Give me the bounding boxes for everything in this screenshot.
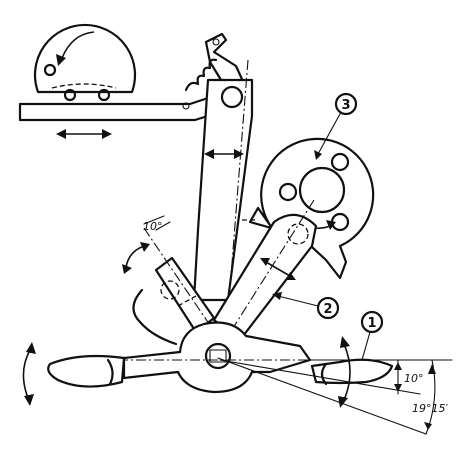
arrowhead	[326, 220, 336, 230]
callout-3-leader	[317, 113, 341, 155]
callout-3-label: 3	[341, 98, 350, 113]
right-hook-rotation-arrow	[343, 343, 351, 401]
top-wheel-pin	[43, 63, 57, 77]
arrowhead	[272, 292, 282, 300]
carrier-hidden-line	[177, 295, 197, 307]
hub-center-bore	[204, 342, 232, 370]
carrier-pin-hidden	[160, 280, 180, 300]
arrowhead	[234, 149, 244, 159]
cam-hole	[278, 182, 298, 202]
dimension-sweep-line	[217, 357, 427, 435]
arrowhead	[122, 264, 132, 274]
arrowhead	[56, 54, 66, 66]
arrowhead	[428, 364, 436, 374]
spring-coil	[184, 58, 218, 92]
left-hook	[22, 342, 126, 406]
arrowhead	[26, 342, 36, 354]
rod-motion-arrow	[265, 261, 291, 277]
hub-square-shaft	[209, 349, 227, 363]
spring-bracket	[204, 32, 248, 90]
left-hook-rotation-arrow	[22, 349, 31, 399]
cam-hole	[330, 152, 350, 172]
rod-upper-pin-hidden	[287, 223, 309, 245]
callout-1-leader	[361, 331, 371, 361]
callout-1-label: 1	[367, 316, 376, 331]
left-hook-blade	[47, 354, 126, 388]
arrowhead	[204, 149, 214, 159]
arrowhead	[260, 258, 270, 266]
callout-1-circle	[360, 310, 384, 334]
shuttle-carrier: 10°	[122, 215, 221, 346]
hub-body	[122, 321, 312, 394]
slide-bar	[18, 94, 216, 122]
carrier-edge-curve	[132, 288, 178, 346]
cam-wheel-assembly: 3	[242, 92, 375, 280]
arrowhead	[424, 422, 432, 430]
arrowhead	[286, 272, 296, 280]
callout-2-label: 2	[323, 302, 332, 317]
arrowhead	[24, 394, 34, 406]
slide-bar-pin	[182, 102, 190, 110]
dimension-tilt-line	[219, 359, 421, 395]
carrier-swing-arrow	[125, 245, 145, 269]
arrowhead	[102, 129, 112, 139]
swing-angle-label: 10°	[143, 220, 163, 233]
angle-dimensions: 10° 19°15′	[217, 357, 453, 435]
left-hook-break	[106, 358, 114, 386]
rod-centerline	[213, 199, 315, 359]
right-hook-break	[320, 362, 328, 386]
arrowhead	[340, 336, 350, 348]
bracket-pin	[212, 38, 220, 46]
arrowhead	[140, 242, 150, 252]
spring-assembly	[184, 32, 248, 92]
main-hub	[118, 321, 318, 394]
callout-2-leader	[277, 295, 319, 307]
carrier-centerline	[143, 227, 221, 341]
arrowhead	[394, 384, 402, 392]
cam-hub	[298, 166, 346, 214]
arrowhead	[314, 150, 322, 160]
lever-pivot	[220, 85, 244, 109]
callout-3-circle	[334, 92, 358, 116]
swing-angle-line	[155, 221, 171, 231]
top-wheel-rotation-arrow	[61, 31, 95, 59]
swing-angle-line	[143, 215, 165, 225]
top-wheel-hidden-line	[51, 83, 117, 89]
callout-2-circle	[316, 296, 340, 320]
arrowhead	[56, 129, 66, 139]
connecting-rod: 2	[212, 199, 340, 359]
top-wheel-pin	[63, 88, 77, 102]
sweep-angle-label: 19°15′	[412, 402, 448, 415]
tilt-angle-label: 10°	[404, 372, 424, 385]
top-wheel-pin	[97, 88, 111, 102]
top-wheel	[33, 23, 137, 94]
top-wheel-assembly	[18, 23, 216, 139]
arrowhead	[338, 396, 348, 408]
arrowhead	[394, 362, 402, 370]
